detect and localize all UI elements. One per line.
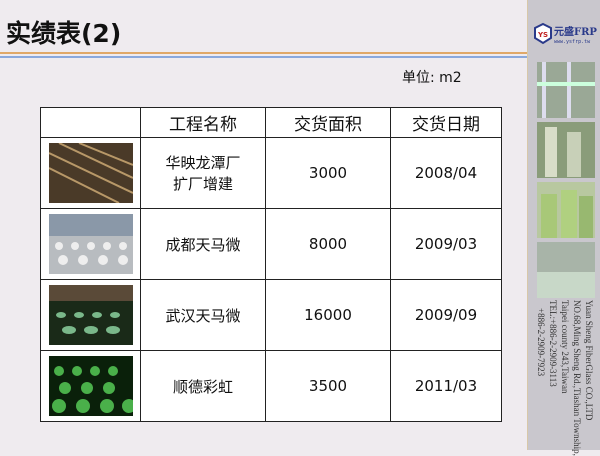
header-name: 工程名称 (140, 107, 266, 138)
project-area: 3000 (265, 137, 391, 209)
divider-blue (0, 56, 527, 58)
table-row: 成都天马微 8000 2009/03 (40, 208, 502, 280)
divider-orange (0, 52, 527, 54)
project-area: 16000 (265, 279, 391, 351)
table-row: 武汉天马微 16000 2009/09 (40, 279, 502, 351)
project-date: 2008/04 (390, 137, 502, 209)
table-header: 工程名称 交货面积 交货日期 (40, 107, 502, 138)
side-panel: YS 元盛FRP www.ysfrp.tw Yuan Sheng FiberGl… (527, 0, 600, 456)
page-title: 实绩表(2) (6, 19, 122, 48)
project-name: 顺德彩虹 (140, 350, 266, 422)
photo-facility-2 (537, 122, 595, 178)
projects-table: 工程名称 交货面积 交货日期 华映龙潭厂 扩厂增建 3000 2008/04 成都… (40, 107, 502, 422)
project-date: 2011/03 (390, 350, 502, 422)
project-area: 8000 (265, 208, 391, 280)
company-address: Yuan Sheng FiberGlass CO.,LTD NO.68,Ming… (536, 300, 594, 456)
project-name: 华映龙潭厂 扩厂增建 (140, 137, 266, 209)
project-name: 武汉天马微 (140, 279, 266, 351)
project-photo (48, 143, 133, 203)
unit-label: 单位: m2 (402, 70, 462, 86)
svg-text:YS: YS (537, 31, 548, 39)
photo-cleanroom (537, 242, 595, 298)
project-date: 2009/03 (390, 208, 502, 280)
company-logo: YS 元盛FRP www.ysfrp.tw (534, 22, 597, 45)
header-image (40, 107, 141, 138)
header-area: 交货面积 (265, 107, 391, 138)
photo-tanks (537, 182, 595, 238)
project-area: 3500 (265, 350, 391, 422)
project-photo (48, 214, 133, 274)
table-row: 顺德彩虹 3500 2011/03 (40, 350, 502, 422)
svg-text:元盛FRP: 元盛FRP (554, 25, 597, 38)
photo-facility-1 (537, 62, 595, 118)
project-name: 成都天马微 (140, 208, 266, 280)
table-row: 华映龙潭厂 扩厂增建 3000 2008/04 (40, 137, 502, 209)
svg-text:www.ysfrp.tw: www.ysfrp.tw (554, 39, 591, 45)
project-date: 2009/09 (390, 279, 502, 351)
project-photo (48, 285, 133, 345)
header-date: 交货日期 (390, 107, 502, 138)
project-photo (48, 356, 133, 416)
